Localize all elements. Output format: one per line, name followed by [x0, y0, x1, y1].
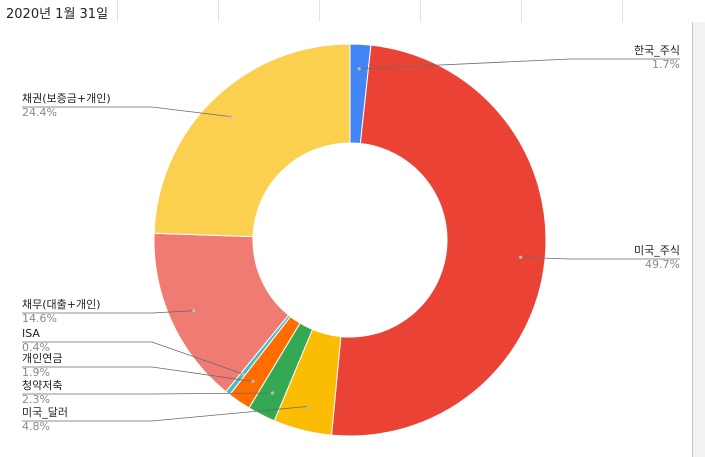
column-divider — [218, 0, 219, 22]
column-divider — [622, 0, 623, 22]
leader-line-개인연금 — [22, 366, 254, 382]
slice-group — [153, 43, 547, 437]
leader-dot-채무-대출-개인- — [192, 309, 196, 313]
leader-dot-개인연금 — [251, 379, 255, 384]
leader-line-미국-달러 — [22, 405, 309, 422]
leader-dot-한국-주식 — [357, 67, 361, 71]
slice-채권-보증금-개인-[interactable] — [153, 43, 351, 238]
slice-미국-주식[interactable] — [330, 44, 547, 437]
slice-label-청약저축: 청약저축 — [22, 378, 62, 392]
slice-percent-청약저축: 2.3% — [22, 393, 50, 406]
slice-label-isa: ISA — [22, 327, 40, 340]
slice-label-미국-달러: 미국_달러 — [22, 406, 68, 419]
leader-dot-미국-주식 — [519, 255, 523, 259]
slice-percent-미국-달러: 4.8% — [22, 420, 50, 433]
slice-label-미국-주식: 미국_주식 — [634, 244, 680, 257]
leader-dot-채권-보증금-개인- — [229, 115, 233, 119]
leader-line-group — [22, 58, 680, 422]
leader-dot-미국-달러 — [306, 404, 310, 408]
slice-label-개인연금: 개인연금 — [22, 352, 62, 365]
column-divider — [117, 0, 118, 22]
leader-dot-isa — [241, 372, 245, 376]
slice-label-한국-주식: 한국_주식 — [634, 44, 680, 57]
column-divider — [319, 0, 320, 22]
slice-percent-개인연금: 1.9% — [22, 366, 50, 379]
leader-dot-청약저축 — [270, 391, 275, 395]
date-cell[interactable]: 2020년 1월 31일 — [6, 7, 109, 22]
leader-line-미국-주식 — [520, 256, 680, 260]
slice-label-채무-대출-개인-: 채무(대출+개인) — [22, 298, 101, 311]
leader-line-한국-주식 — [359, 58, 680, 70]
slice-채무-대출-개인-[interactable] — [153, 232, 290, 393]
slice-label-채권-보증금-개인-: 채권(보증금+개인) — [22, 92, 111, 105]
slice-percent-한국-주식: 1.7% — [652, 58, 680, 71]
leader-line-청약저축 — [22, 392, 273, 395]
column-divider — [420, 0, 421, 22]
column-divider — [521, 0, 522, 22]
sheet-background-strip — [693, 22, 705, 457]
leader-line-채무-대출-개인- — [22, 310, 194, 314]
slice-percent-채권-보증금-개인-: 24.4% — [22, 106, 57, 119]
slice-percent-채무-대출-개인-: 14.6% — [22, 312, 57, 325]
leader-line-isa — [22, 341, 244, 375]
leader-line-채권-보증금-개인- — [22, 106, 231, 118]
slice-percent-isa: 0.4% — [22, 341, 50, 354]
slice-percent-미국-주식: 49.7% — [645, 258, 680, 271]
